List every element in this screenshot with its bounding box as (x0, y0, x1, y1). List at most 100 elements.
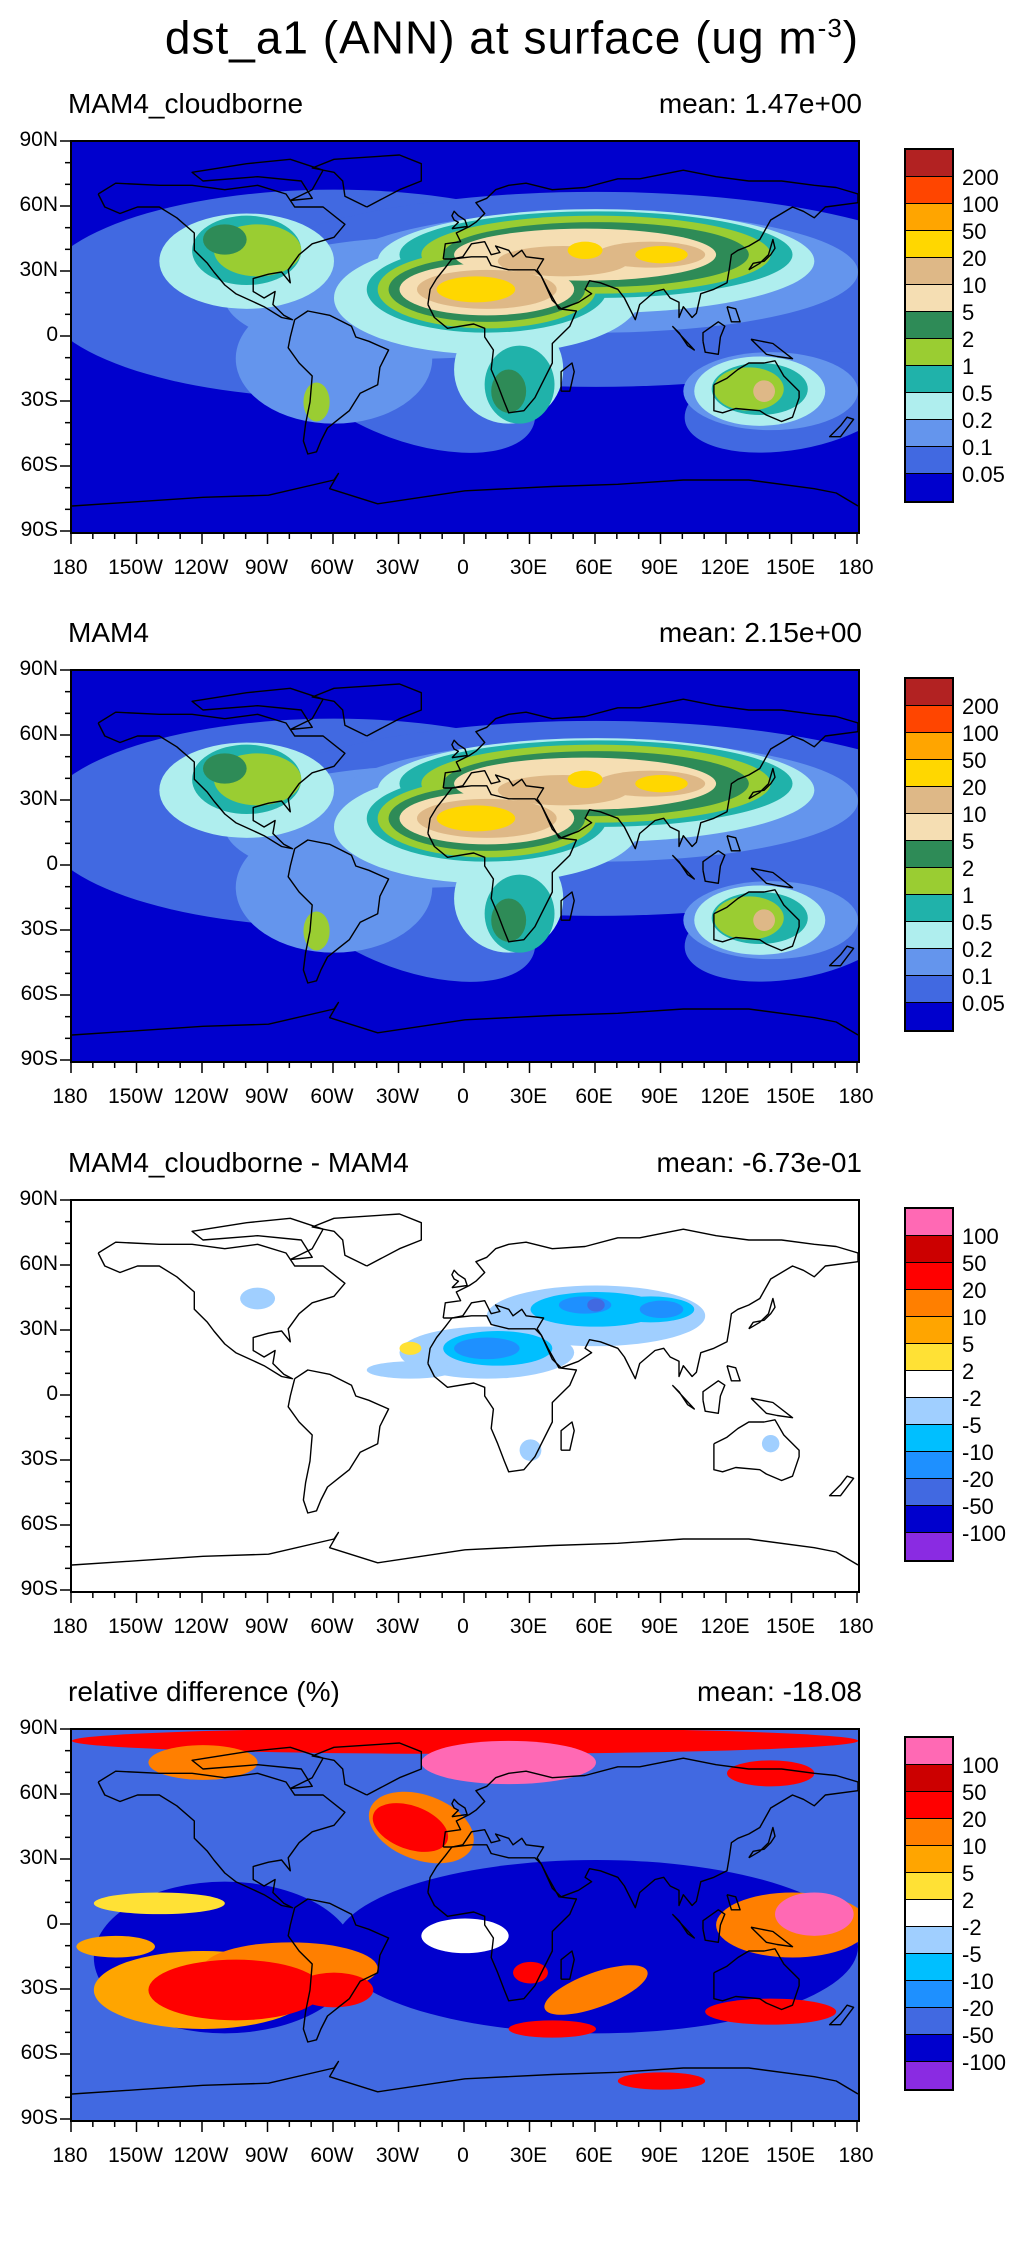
colorbar-label: 5 (962, 1332, 975, 1357)
coastline (427, 1844, 578, 2002)
colorbar-swatch (906, 2062, 952, 2089)
coastline (560, 362, 575, 392)
colorbar-swatch (906, 285, 952, 312)
lon-tick-label: 30E (509, 2144, 548, 2167)
lat-tick-label: 90S (20, 518, 58, 541)
colorbar-label: 50 (962, 748, 987, 773)
field-contour (240, 1287, 276, 1310)
colorbar-label: 0.05 (962, 991, 1005, 1016)
lat-tick-label: 60N (19, 722, 58, 745)
colorbar-swatch (906, 976, 952, 1003)
coastline (671, 325, 695, 351)
coastline (442, 169, 858, 321)
lon-tick-label: 60W (310, 2144, 354, 2167)
coastline (560, 1950, 575, 1980)
colorbar-label: 20 (962, 1278, 987, 1303)
title-text: dst_a1 (ANN) at surface (ug m (164, 11, 818, 64)
colorbar-swatch (906, 1371, 952, 1398)
map-panel: MAM4_cloudborne mean: 1.47e+00 90N 60N 30N 0 3… (0, 88, 1024, 660)
colorbar-label: 2 (962, 856, 975, 881)
coastline (726, 835, 741, 852)
lon-tick-label: 150E (765, 556, 816, 579)
field-contour (421, 1740, 596, 1785)
lon-tick-label: 180 (838, 1615, 874, 1638)
title-end: ) (842, 11, 860, 64)
colorbar-swatch (906, 393, 952, 420)
colorbar-label: 50 (962, 1780, 987, 1805)
field-contour (635, 775, 688, 793)
colorbar-label: 20 (962, 1807, 987, 1832)
colorbar-swatch (906, 150, 952, 177)
map-plot (70, 1199, 860, 1593)
colorbar-swatch (906, 1927, 952, 1954)
lon-tick-label: 180 (52, 2144, 88, 2167)
field-contour (93, 1892, 225, 1915)
map-plot (70, 669, 860, 1063)
field-contour (508, 2020, 596, 2038)
coastline (451, 739, 468, 759)
colorbar-swatch (906, 706, 952, 733)
lon-tick-label: 30W (375, 2144, 420, 2167)
lon-tick-label: 60E (575, 2144, 613, 2167)
colorbar-label: 5 (962, 300, 975, 325)
lon-tick-label: 0 (457, 556, 469, 579)
colorbar (904, 677, 954, 1032)
lon-tick-label: 60W (310, 1085, 354, 1108)
field-contour (705, 1998, 837, 2025)
coastline (713, 1948, 800, 2011)
colorbar-label: 2 (962, 327, 975, 352)
colorbar-label: 2 (962, 1888, 975, 1913)
colorbar-label: 20 (962, 246, 987, 271)
colorbar-swatch (906, 2035, 952, 2062)
colorbar-swatch (906, 1846, 952, 1873)
map-svg (72, 1730, 858, 2120)
lat-tick-label: 60N (19, 1781, 58, 1804)
colorbar-swatch (906, 679, 952, 706)
colorbar-swatch (906, 447, 952, 474)
colorbar-label: -5 (962, 1942, 982, 1967)
colorbar-swatch (906, 1900, 952, 1927)
lat-tick-label: 30S (20, 388, 58, 411)
lon-tick-label: 90W (244, 1615, 289, 1638)
lon-tick-label: 150E (765, 1085, 816, 1108)
colorbar-label: 5 (962, 829, 975, 854)
lon-tick-label: 90E (640, 1615, 679, 1638)
colorbar-swatch (906, 1317, 952, 1344)
coastline (451, 1269, 468, 1289)
colorbar-swatch (906, 1479, 952, 1506)
colorbar-swatch (906, 420, 952, 447)
colorbar-swatch (906, 1290, 952, 1317)
colorbar-label: 200 (962, 694, 999, 719)
coastline (750, 338, 794, 360)
lon-tick-label: 120W (173, 1085, 229, 1108)
coastline (750, 1397, 794, 1419)
colorbar-swatch (906, 760, 952, 787)
lon-tick-label: 180 (838, 2144, 874, 2167)
colorbar-label: -50 (962, 1494, 994, 1519)
colorbar-label: -10 (962, 1440, 994, 1465)
field-contour (76, 1935, 155, 1958)
coastline (191, 1217, 324, 1261)
colorbar-swatch (906, 204, 952, 231)
field-contour (491, 898, 527, 942)
colorbar-label: -100 (962, 2050, 1007, 2075)
lon-tick-label: 120E (700, 556, 750, 579)
colorbar-swatch (906, 312, 952, 339)
colorbar-swatch (906, 2008, 952, 2035)
map-panel: relative difference (%) mean: -18.08 90N 60… (0, 1676, 1024, 2248)
field-contour (203, 753, 247, 784)
coastline (72, 1531, 858, 1566)
lon-tick-label: 180 (52, 556, 88, 579)
coastline (702, 850, 726, 885)
colorbar (904, 1207, 954, 1562)
colorbar-swatch (906, 1003, 952, 1030)
lon-tick-label: 120E (700, 1615, 750, 1638)
field-contour (567, 241, 603, 259)
colorbar-swatch (906, 1533, 952, 1560)
lon-tick-label: 150E (765, 1615, 816, 1638)
colorbar-swatch (906, 1425, 952, 1452)
lon-tick-label: 30E (509, 1615, 548, 1638)
field-contour (203, 224, 247, 255)
lon-tick-label: 120E (700, 2144, 750, 2167)
lon-tick-label: 90W (244, 1085, 289, 1108)
